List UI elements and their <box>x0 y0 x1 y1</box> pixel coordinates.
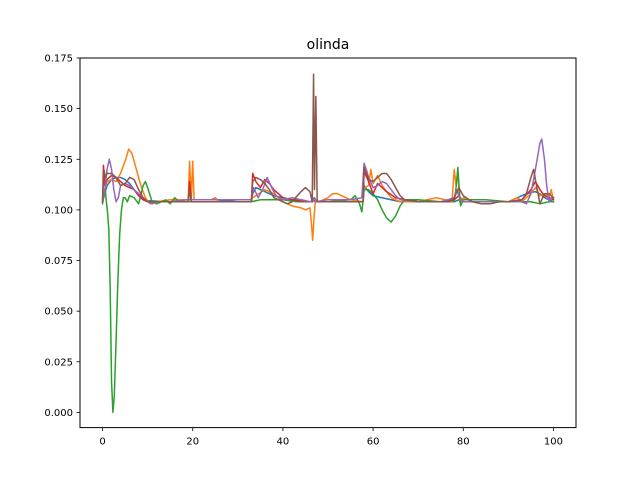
x-axis: 0 20 40 60 80 100 <box>99 427 563 448</box>
chart-title: olinda <box>307 37 350 53</box>
y-tick-label: 0.100 <box>44 205 73 216</box>
series-lines <box>101 73 555 414</box>
x-tick-label: 20 <box>186 437 199 448</box>
y-tick-label: 0.175 <box>44 54 73 65</box>
y-tick-label: 0.050 <box>44 307 73 318</box>
x-tick-label: 80 <box>457 437 470 448</box>
x-tick-label: 40 <box>277 437 290 448</box>
x-tick-label: 100 <box>544 437 563 448</box>
y-tick-label: 0.025 <box>44 357 73 368</box>
x-tick-label: 60 <box>367 437 380 448</box>
x-tick-label: 0 <box>99 437 105 448</box>
axes-frame <box>79 57 577 429</box>
y-tick-label: 0.075 <box>44 256 73 267</box>
y-axis: 0.000 0.025 0.050 0.075 0.100 0.125 0.150 0.175 <box>44 54 80 419</box>
y-tick-label: 0.000 <box>44 408 73 419</box>
y-tick-label: 0.125 <box>44 155 73 166</box>
series-line-6 <box>101 73 555 205</box>
y-tick-label: 0.150 <box>44 104 73 115</box>
